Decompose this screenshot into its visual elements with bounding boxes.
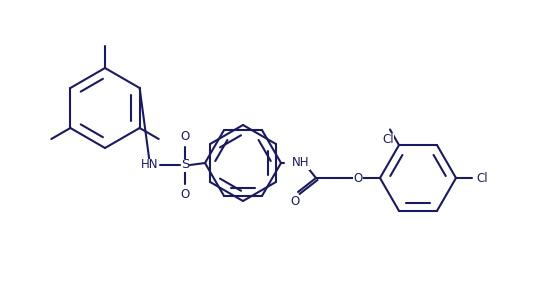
Text: O: O: [180, 188, 189, 201]
Text: Cl: Cl: [476, 171, 487, 185]
Text: Cl: Cl: [382, 133, 394, 145]
Text: NH: NH: [292, 157, 309, 169]
Text: O: O: [180, 130, 189, 143]
Text: O: O: [291, 195, 300, 208]
Text: S: S: [181, 159, 189, 171]
Text: HN: HN: [140, 159, 158, 171]
Text: O: O: [353, 171, 363, 185]
